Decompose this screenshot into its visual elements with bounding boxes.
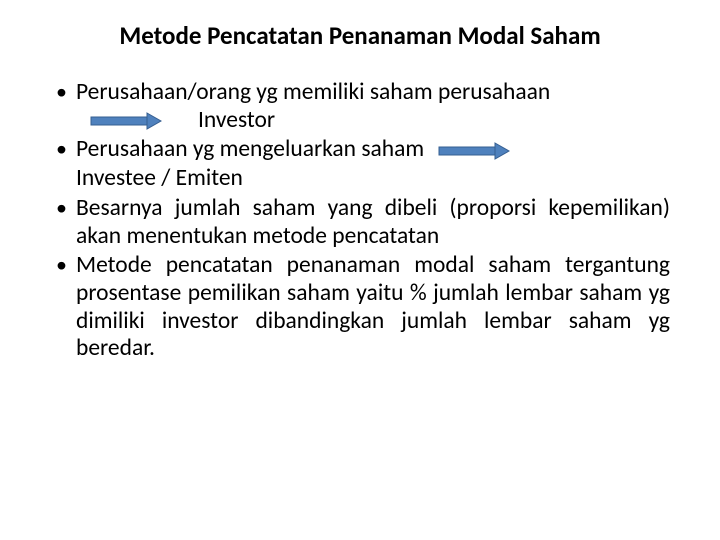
bullet-3: Besarnya jumlah saham yang dibeli (propo… xyxy=(50,195,670,250)
bullet-1-line-1: Perusahaan/orang yg memiliki saham perus… xyxy=(76,79,670,107)
bullet-1-line-2: Investor xyxy=(76,107,670,135)
slide-title: Metode Pencatatan Penanaman Modal Saham xyxy=(50,20,670,51)
bullet-4: Metode pencatatan penanaman modal saham … xyxy=(50,252,670,363)
slide-body: Perusahaan/orang yg memiliki saham perus… xyxy=(50,79,670,363)
bullet-1-result: Investor xyxy=(198,107,275,135)
bullet-2: Perusahaan yg mengeluarkan saham Investe… xyxy=(50,136,670,192)
arrow-icon xyxy=(90,112,162,130)
bullet-2-result: Investee / Emiten xyxy=(76,165,670,193)
arrow-icon xyxy=(438,142,510,160)
bullet-1: Perusahaan/orang yg memiliki saham perus… xyxy=(50,79,670,134)
bullet-2-line-1: Perusahaan yg mengeluarkan saham xyxy=(76,136,670,164)
